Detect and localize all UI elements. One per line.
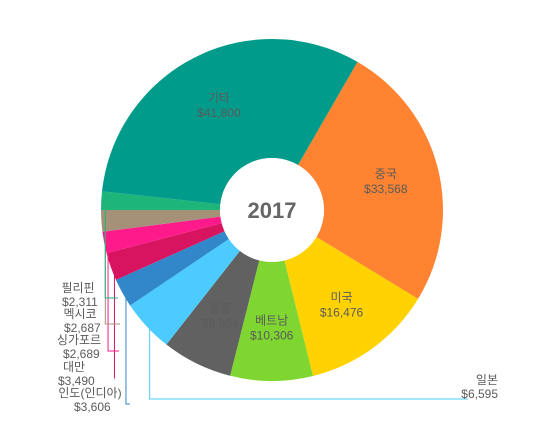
slice-value-3: $8,804 <box>202 316 239 330</box>
chart-title: 2017 <box>248 198 297 223</box>
slice-label-9: 필리핀 <box>61 281 94 295</box>
slice-8[interactable] <box>101 210 221 232</box>
slice-value-6: $3,490 <box>58 374 95 388</box>
slice-label-6: 대만 <box>63 360 85 374</box>
slice-label-5: 인도(인디아) <box>58 386 121 400</box>
donut-slices <box>101 38 443 381</box>
slice-label-7: 싱가포르 <box>57 333 101 347</box>
leader-line-5 <box>125 291 130 405</box>
slice-label-2: 베트남 <box>255 313 288 327</box>
slice-value-7: $2,689 <box>63 347 100 361</box>
slice-value-2: $10,306 <box>250 328 294 342</box>
slice-4[interactable] <box>130 239 240 345</box>
leader-line-4 <box>149 323 468 400</box>
slice-0[interactable] <box>298 61 443 299</box>
slice-10[interactable] <box>102 38 358 205</box>
slice-labels: 중국$33,568 미국$16,476 베트남$10,306 홍콩$8,804 일본$6… <box>57 91 498 414</box>
slice-7[interactable] <box>102 216 222 254</box>
leader-line-9 <box>104 200 118 299</box>
slice-value-5: $3,606 <box>74 400 111 414</box>
slice-6[interactable] <box>106 223 225 280</box>
slice-label-3: 홍콩 <box>209 301 231 315</box>
slice-1[interactable] <box>284 237 419 377</box>
slice-label-4: 일본 <box>476 373 498 387</box>
slice-label-8: 멕시코 <box>63 307 96 321</box>
slice-label-0: 중국 <box>375 167 397 181</box>
slice-label-1: 미국 <box>330 291 352 305</box>
donut-hole <box>220 158 324 262</box>
leader-line-7 <box>107 241 119 352</box>
slice-label-10: 기타 <box>208 91 230 105</box>
slice-value-10: $41,800 <box>197 106 241 120</box>
slice-value-9: $2,311 <box>62 295 98 309</box>
leader-lines <box>104 200 468 405</box>
slice-3[interactable] <box>166 250 260 376</box>
slice-value-8: $2,687 <box>64 321 101 335</box>
slice-5[interactable] <box>115 231 229 306</box>
slice-9[interactable] <box>101 191 221 211</box>
slice-value-0: $33,568 <box>364 182 408 196</box>
slice-value-1: $16,476 <box>320 306 364 320</box>
slice-2[interactable] <box>230 260 313 381</box>
slice-value-4: $6,595 <box>461 387 498 401</box>
